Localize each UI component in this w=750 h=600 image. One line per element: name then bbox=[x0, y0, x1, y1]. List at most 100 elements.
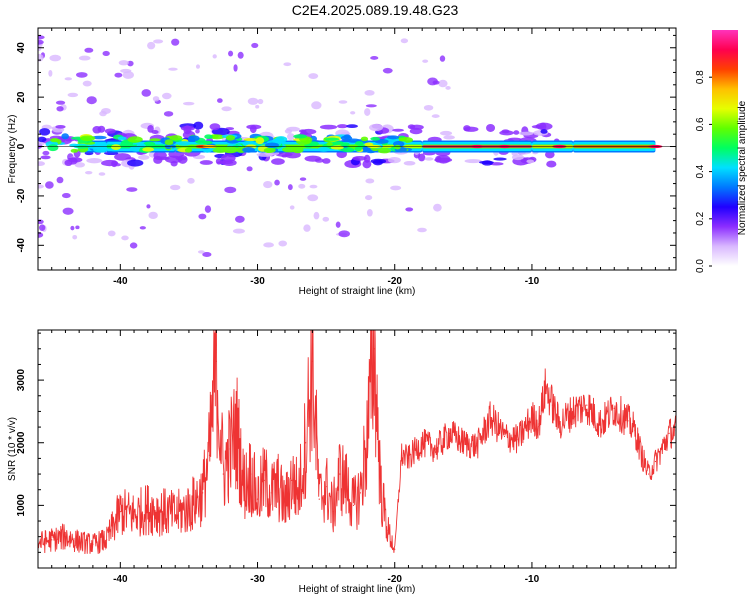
snr-point bbox=[538, 423, 540, 425]
noise-blob bbox=[78, 55, 91, 61]
noise-blob bbox=[195, 64, 201, 69]
snr-point bbox=[250, 473, 252, 475]
snr-point bbox=[366, 435, 368, 438]
halo-blob bbox=[511, 154, 524, 161]
band-blob bbox=[308, 141, 319, 147]
noise-blob bbox=[313, 211, 320, 220]
noise-blob bbox=[289, 205, 295, 210]
band-blob bbox=[204, 134, 213, 140]
noise-blob bbox=[278, 240, 288, 247]
noise-blob bbox=[62, 207, 74, 215]
halo-blob bbox=[336, 124, 348, 129]
halo-blob bbox=[209, 123, 221, 131]
noise-blob bbox=[263, 242, 274, 248]
noise-blob bbox=[152, 96, 160, 102]
snr-point bbox=[380, 492, 382, 494]
band-blob bbox=[293, 134, 308, 139]
snr-point bbox=[133, 514, 135, 516]
noise-blob bbox=[309, 184, 318, 189]
halo-blob bbox=[126, 159, 144, 167]
halo-blob bbox=[101, 159, 119, 167]
noise-blob bbox=[438, 79, 448, 88]
band-blob bbox=[225, 135, 236, 141]
halo-blob bbox=[526, 159, 535, 164]
noise-blob bbox=[257, 98, 264, 105]
band-blob bbox=[317, 146, 330, 152]
halo-blob bbox=[39, 128, 51, 136]
colorbar-gradient bbox=[712, 30, 738, 266]
snr-point bbox=[298, 492, 300, 494]
noise-blob bbox=[299, 177, 307, 181]
noise-blob bbox=[365, 104, 377, 108]
noise-blob bbox=[61, 192, 71, 199]
noise-blob bbox=[405, 207, 414, 212]
snr-point bbox=[668, 432, 670, 434]
bottom-x-tick-label: -40 bbox=[113, 574, 128, 585]
snr-point bbox=[462, 442, 464, 444]
noise-blob bbox=[246, 166, 253, 172]
top-y-tick-label: 20 bbox=[16, 91, 27, 103]
halo-blob bbox=[319, 124, 338, 130]
snr-point bbox=[572, 410, 574, 413]
snr-point bbox=[188, 507, 190, 510]
halo-blob bbox=[363, 154, 371, 163]
noise-blob bbox=[121, 235, 129, 241]
noise-blob bbox=[67, 92, 79, 98]
noise-blob bbox=[86, 96, 97, 105]
noise-blob bbox=[48, 69, 53, 77]
noise-blob bbox=[335, 221, 341, 228]
noise-blob bbox=[127, 60, 134, 67]
bottom-y-axis-title: SNR (10 * v/v) bbox=[7, 417, 18, 481]
halo-blob bbox=[434, 157, 453, 163]
band-blob bbox=[360, 136, 369, 142]
noise-blob bbox=[101, 108, 111, 114]
halo-blob bbox=[222, 159, 237, 167]
snr-point bbox=[222, 473, 224, 475]
noise-blob bbox=[84, 47, 94, 53]
noise-blob bbox=[417, 227, 427, 233]
snr-point bbox=[346, 485, 348, 488]
noise-blob bbox=[287, 184, 293, 191]
noise-blob bbox=[255, 104, 260, 109]
noise-blob bbox=[439, 55, 446, 62]
band-blob bbox=[394, 144, 401, 150]
noise-blob bbox=[303, 224, 311, 232]
noise-blob bbox=[98, 172, 106, 176]
noise-blob bbox=[38, 39, 44, 45]
halo-blob bbox=[55, 125, 66, 129]
noise-blob bbox=[38, 35, 45, 40]
snr-point bbox=[503, 435, 506, 438]
snr-point bbox=[394, 548, 396, 550]
top-y-tick-label: 0 bbox=[16, 143, 27, 149]
noise-blob bbox=[85, 170, 93, 175]
halo-blob bbox=[249, 125, 257, 134]
noise-blob bbox=[122, 71, 134, 79]
halo-blob bbox=[362, 160, 372, 169]
snr-point bbox=[263, 479, 265, 481]
halo-blob bbox=[271, 158, 285, 165]
band-blob bbox=[282, 146, 297, 153]
snr-point bbox=[208, 454, 211, 456]
top-y-tick-label: -20 bbox=[16, 188, 27, 203]
noise-blob bbox=[38, 224, 46, 231]
band-blob bbox=[264, 148, 273, 153]
band-blob bbox=[370, 136, 381, 141]
top-x-tick-label: -30 bbox=[250, 276, 265, 287]
halo-blob bbox=[518, 131, 534, 136]
snr-point bbox=[304, 442, 307, 444]
noise-blob bbox=[163, 111, 174, 117]
noise-blob bbox=[141, 89, 152, 97]
halo-blob bbox=[479, 160, 494, 164]
snr-point bbox=[236, 429, 238, 431]
snr-point bbox=[215, 360, 217, 362]
snr-point bbox=[359, 492, 362, 494]
halo-blob bbox=[443, 135, 455, 140]
noise-blob bbox=[307, 194, 319, 202]
halo-blob bbox=[388, 157, 401, 164]
noise-blob bbox=[38, 231, 44, 238]
colorbar-tick-label: 0.4 bbox=[695, 164, 706, 178]
noise-blob bbox=[82, 80, 92, 87]
noise-blob bbox=[195, 129, 200, 134]
snr-plot-area bbox=[38, 330, 676, 555]
